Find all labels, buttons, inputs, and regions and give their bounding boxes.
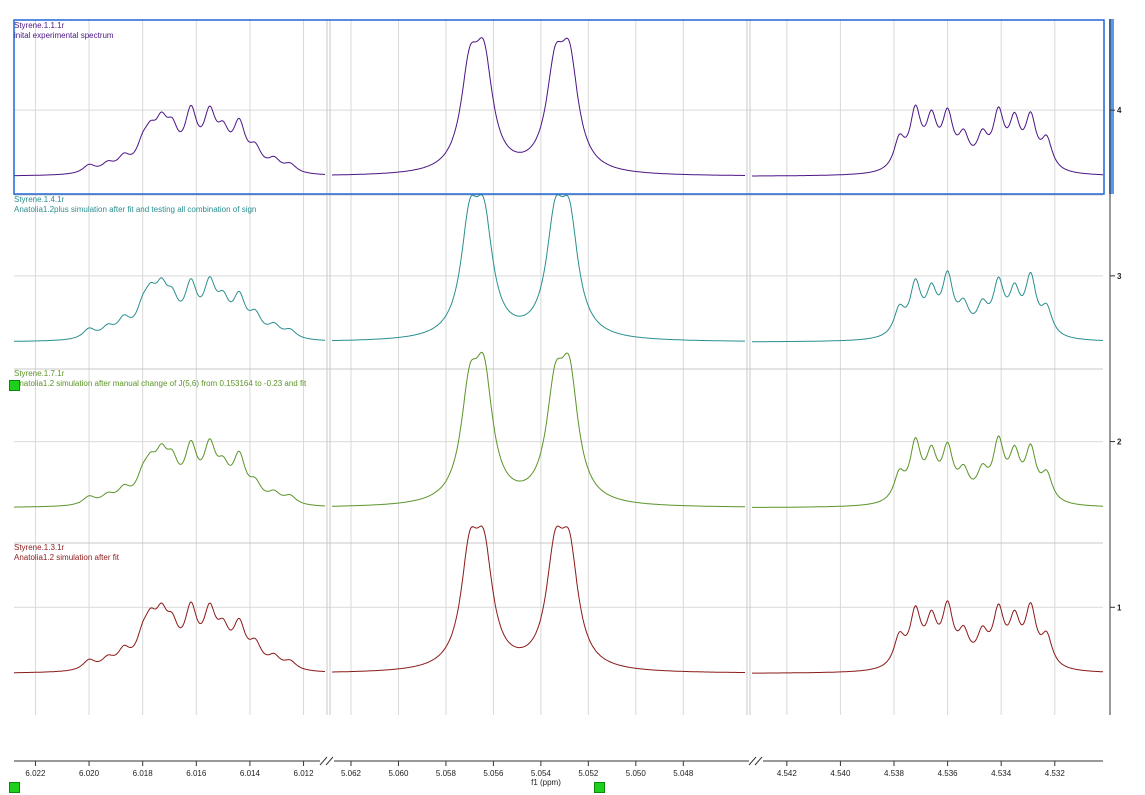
spectrum-trace xyxy=(332,525,745,673)
x-axis-title: f1 (ppm) xyxy=(531,778,561,787)
axis-break-mark xyxy=(748,756,757,766)
green-handle-icon[interactable] xyxy=(594,782,605,793)
axis-break-mark xyxy=(754,756,763,766)
y-tick-label: 4 xyxy=(1117,106,1122,115)
series-description-label: Anatolia1.2plus simulation after fit and… xyxy=(14,205,256,214)
x-tick-label: 5.048 xyxy=(673,769,694,778)
x-tick-label: 4.534 xyxy=(991,769,1012,778)
y-tick-label: 3 xyxy=(1117,272,1122,281)
axis-break-mark xyxy=(319,756,328,766)
x-tick-label: 5.062 xyxy=(341,769,362,778)
spectrum-trace xyxy=(331,351,745,508)
x-tick-label: 5.052 xyxy=(578,769,599,778)
selected-spectrum-box[interactable] xyxy=(13,19,1105,195)
x-tick-label: 4.536 xyxy=(938,769,959,778)
series-name-label: Styrene.1.3.1r xyxy=(14,543,65,552)
series-name-label: Styrene.1.4.1r xyxy=(14,195,65,204)
green-handle-icon[interactable] xyxy=(9,782,20,793)
axis-break-gap xyxy=(320,757,334,765)
y-tick-label: 2 xyxy=(1117,438,1122,447)
grid-layer xyxy=(14,19,1103,715)
spectra-layer xyxy=(14,37,1104,674)
spectrum-trace xyxy=(332,37,745,176)
spectrum-trace xyxy=(14,601,326,674)
x-tick-label: 5.060 xyxy=(388,769,409,778)
x-tick-label: 4.540 xyxy=(830,769,851,778)
x-tick-label: 5.056 xyxy=(483,769,504,778)
series-name-label: Styrene.1.1.1r xyxy=(14,21,65,30)
spectrum-trace xyxy=(752,104,1103,177)
x-tick-label: 4.532 xyxy=(1045,769,1066,778)
series-description-label: Anatolia1.2 simulation after fit xyxy=(14,553,120,562)
x-tick-label: 6.016 xyxy=(186,769,207,778)
spectrum-trace xyxy=(752,435,1103,508)
x-tick-label: 6.022 xyxy=(25,769,46,778)
x-tick-label: 4.538 xyxy=(884,769,905,778)
spectrum-trace xyxy=(752,600,1104,674)
spectrum-trace xyxy=(14,104,326,177)
axis-break-gap xyxy=(749,757,763,765)
x-tick-label: 6.014 xyxy=(240,769,261,778)
axis-break-mark xyxy=(325,756,334,766)
series-description-label: Anatolia1.2 simulation after manual chan… xyxy=(14,379,307,388)
x-tick-label: 5.058 xyxy=(436,769,457,778)
x-tick-label: 5.050 xyxy=(626,769,647,778)
y-tick-label: 1 xyxy=(1117,603,1122,612)
spectrum-trace xyxy=(332,194,745,342)
y-axis: 1 2 3 4 xyxy=(1109,19,1122,715)
spectrum-trace xyxy=(14,438,326,508)
x-tick-label: 4.542 xyxy=(777,769,798,778)
x-tick-label: 6.018 xyxy=(133,769,154,778)
series-description-label: inital experimental spectrum xyxy=(14,31,114,40)
y-scrollbar-thumb[interactable] xyxy=(1109,19,1114,194)
spectrum-trace xyxy=(14,276,325,342)
green-handle-icon[interactable] xyxy=(9,380,20,391)
x-tick-label: 6.020 xyxy=(79,769,100,778)
spectrum-trace xyxy=(752,270,1104,343)
x-tick-label: 5.054 xyxy=(531,769,552,778)
x-axis: 6.022 6.020 6.018 6.016 6.014 6.012 5.062 5.060… xyxy=(14,756,1103,787)
x-tick-label: 6.012 xyxy=(294,769,315,778)
series-name-label: Styrene.1.7.1r xyxy=(14,369,65,378)
